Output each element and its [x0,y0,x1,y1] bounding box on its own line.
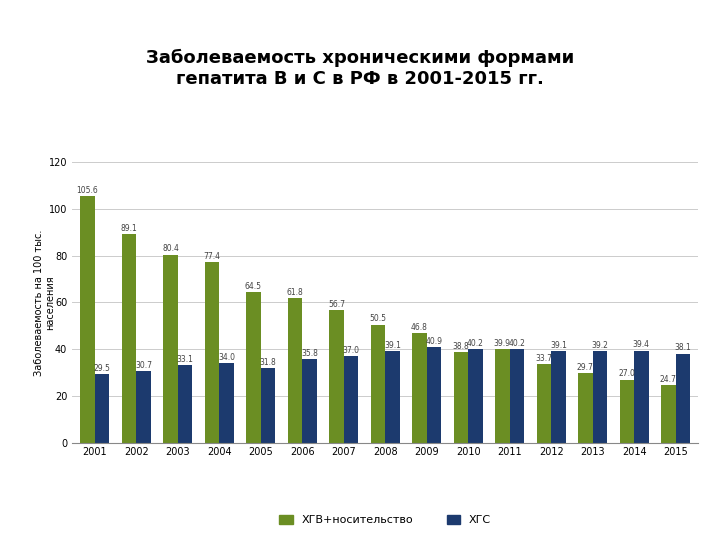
Text: 46.8: 46.8 [411,323,428,332]
Bar [468,349,482,443]
Text: 35.8: 35.8 [301,349,318,358]
Bar [81,195,95,443]
Bar [163,255,178,443]
Text: 50.5: 50.5 [369,314,387,323]
Bar [178,366,192,443]
Text: 89.1: 89.1 [121,224,138,233]
Bar [246,292,261,443]
Bar [412,333,427,443]
Text: 34.0: 34.0 [218,353,235,362]
Bar [95,374,109,443]
Text: 31.8: 31.8 [260,358,276,367]
Text: 77.4: 77.4 [204,252,220,260]
Text: 37.0: 37.0 [343,346,359,355]
Y-axis label: Заболеваемость на 100 тыс.
населения: Заболеваемость на 100 тыс. населения [34,229,55,376]
Bar [329,310,343,443]
Text: 105.6: 105.6 [77,186,99,194]
Text: 29.5: 29.5 [94,363,110,373]
Bar [385,352,400,443]
Text: 39.2: 39.2 [591,341,608,350]
Bar [536,364,551,443]
Bar [261,368,275,443]
Legend: ХГВ+носительство, ХГС: ХГВ+носительство, ХГС [275,510,495,529]
Bar [661,385,675,443]
Text: 56.7: 56.7 [328,300,345,309]
Text: 27.0: 27.0 [618,369,635,379]
Bar [136,371,150,443]
Text: 33.1: 33.1 [176,355,194,364]
Text: 39.1: 39.1 [550,341,567,350]
Bar [371,325,385,443]
Bar [427,347,441,443]
Bar [204,262,220,443]
Text: 30.7: 30.7 [135,361,152,370]
Bar [122,234,136,443]
Text: 39.9: 39.9 [494,339,511,348]
Bar [495,349,510,443]
Bar [578,373,593,443]
Text: 29.7: 29.7 [577,363,594,372]
Text: 40.2: 40.2 [508,339,526,348]
Text: 64.5: 64.5 [245,282,262,291]
Bar [220,363,234,443]
Bar [454,352,468,443]
Text: 24.7: 24.7 [660,375,677,384]
Bar [288,298,302,443]
Text: 80.4: 80.4 [162,245,179,253]
Text: 40.2: 40.2 [467,339,484,348]
Bar [593,351,607,443]
Bar [551,352,566,443]
Text: Заболеваемость хроническими формами
гепатита В и С в РФ в 2001-2015 гг.: Заболеваемость хроническими формами гепа… [146,49,574,87]
Bar [620,380,634,443]
Text: 38.8: 38.8 [453,342,469,351]
Text: 39.1: 39.1 [384,341,401,350]
Text: 38.1: 38.1 [675,343,691,353]
Text: 40.9: 40.9 [426,337,443,346]
Bar [302,359,317,443]
Bar [510,349,524,443]
Bar [675,354,690,443]
Bar [634,350,649,443]
Bar [343,356,359,443]
Text: 61.8: 61.8 [287,288,303,297]
Text: 39.4: 39.4 [633,340,650,349]
Text: 33.7: 33.7 [536,354,552,363]
